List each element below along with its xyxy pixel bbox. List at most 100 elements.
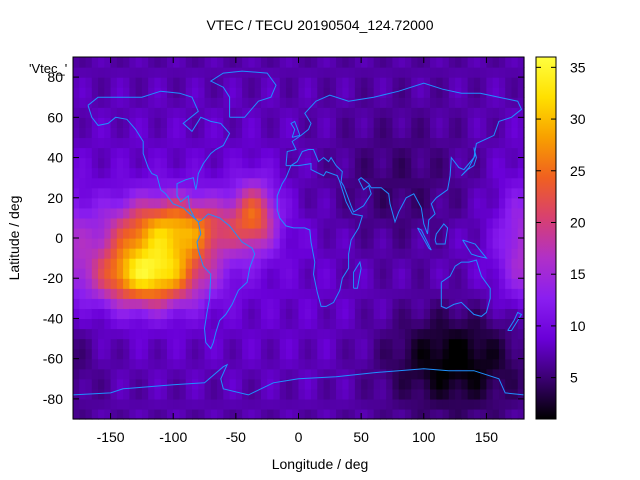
heatmap-cell [392, 268, 400, 279]
heatmap-cell [329, 308, 337, 320]
heatmap-cell [329, 117, 337, 128]
heatmap-cell [192, 207, 199, 219]
heatmap-cell [91, 147, 99, 159]
heatmap-cell [242, 238, 249, 249]
heatmap-cell [348, 137, 356, 149]
heatmap-cell [304, 217, 312, 229]
heatmap-cell [386, 217, 394, 229]
heatmap-cell [304, 358, 312, 370]
heatmap-cell [386, 378, 394, 390]
heatmap-cell [392, 217, 400, 229]
heatmap-cell [260, 187, 268, 199]
heatmap-cell [292, 107, 300, 118]
heatmap-cell [154, 358, 162, 370]
heatmap-cell [229, 268, 237, 279]
heatmap-cell [379, 388, 387, 400]
heatmap-cell [311, 187, 318, 199]
heatmap-cell [436, 248, 444, 259]
heatmap-cell [386, 358, 394, 370]
heatmap-cell [173, 167, 181, 179]
heatmap-cell [141, 348, 149, 360]
heatmap-cell [116, 167, 124, 179]
heatmap-cell [254, 268, 262, 279]
heatmap-cell [116, 97, 124, 108]
heatmap-cell [273, 408, 281, 420]
heatmap-cell [129, 97, 137, 108]
heatmap-cell [198, 298, 206, 309]
heatmap-cell [273, 368, 281, 380]
heatmap-cell [379, 127, 387, 139]
heatmap-cell [461, 157, 469, 169]
heatmap-cell [104, 338, 112, 350]
heatmap-cell [448, 157, 456, 169]
heatmap-cell [85, 398, 93, 410]
heatmap-cell [104, 227, 112, 239]
heatmap-cell [323, 248, 331, 259]
heatmap-cell [279, 368, 287, 380]
heatmap-cell [386, 57, 394, 68]
heatmap-cell [317, 398, 325, 410]
heatmap-cell [235, 288, 243, 299]
heatmap-cell [473, 338, 481, 350]
heatmap-cell [260, 398, 268, 410]
heatmap-cell [229, 258, 237, 269]
heatmap-cell [430, 127, 437, 139]
heatmap-cell [229, 107, 237, 118]
heatmap-cell [379, 77, 387, 88]
heatmap-cell [198, 107, 206, 118]
heatmap-cell [317, 197, 325, 209]
heatmap-cell [498, 207, 506, 219]
heatmap-cell [342, 157, 350, 169]
heatmap-cell [323, 187, 331, 199]
heatmap-cell [123, 258, 130, 269]
heatmap-cell [473, 358, 481, 370]
heatmap-cell [448, 77, 456, 88]
heatmap-cell [392, 398, 400, 410]
heatmap-cell [235, 368, 243, 380]
heatmap-cell [166, 358, 174, 370]
heatmap-cell [179, 127, 187, 139]
heatmap-cell [173, 107, 181, 118]
heatmap-cell [442, 117, 450, 128]
heatmap-cell [430, 398, 437, 410]
heatmap-cell [436, 298, 444, 309]
heatmap-cell [292, 127, 300, 139]
heatmap-cell [430, 117, 437, 128]
heatmap-cell [198, 97, 206, 108]
heatmap-cell [311, 378, 318, 390]
heatmap-cell [98, 227, 105, 239]
heatmap-cell [480, 107, 488, 118]
heatmap-cell [192, 368, 199, 380]
heatmap-cell [373, 318, 381, 330]
heatmap-cell [279, 298, 287, 309]
heatmap-cell [379, 97, 387, 108]
heatmap-cell [248, 358, 256, 370]
heatmap-cell [348, 378, 356, 390]
heatmap-cell [166, 167, 174, 179]
heatmap-cell [398, 288, 406, 299]
heatmap-cell [379, 147, 387, 159]
heatmap-cell [260, 338, 268, 350]
heatmap-cell [129, 197, 137, 209]
heatmap-cell [179, 328, 187, 340]
heatmap-cell [229, 248, 237, 259]
heatmap-cell [492, 127, 500, 139]
heatmap-cell [467, 318, 475, 330]
heatmap-cell [129, 388, 137, 400]
heatmap-cell [329, 227, 337, 239]
heatmap-cell [173, 338, 181, 350]
heatmap-cell [285, 238, 293, 249]
heatmap-cell [430, 298, 437, 309]
heatmap-cell [135, 238, 143, 249]
heatmap-cell [154, 378, 162, 390]
heatmap-cell [442, 268, 450, 279]
heatmap-cell [273, 127, 281, 139]
heatmap-cell [166, 378, 174, 390]
heatmap-cell [73, 217, 80, 229]
heatmap-cell [192, 278, 199, 289]
heatmap-cell [373, 57, 381, 68]
heatmap-cell [430, 147, 437, 159]
heatmap-cell [317, 318, 325, 330]
heatmap-cell [329, 187, 337, 199]
heatmap-cell [260, 238, 268, 249]
